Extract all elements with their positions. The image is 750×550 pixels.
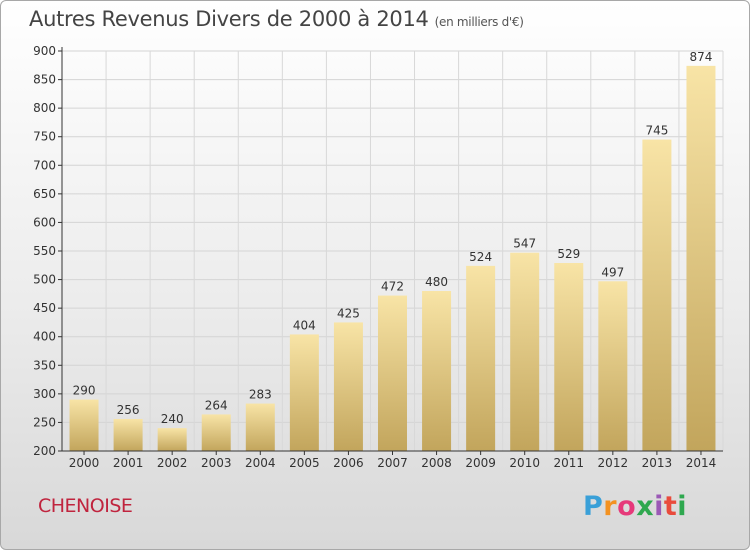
y-tick-label: 350	[33, 358, 56, 372]
x-tick-label: 2009	[465, 456, 496, 470]
y-tick-label: 250	[33, 415, 56, 429]
bar	[69, 399, 99, 451]
data-label: 472	[381, 280, 404, 294]
bar	[201, 414, 231, 451]
y-tick-label: 550	[33, 244, 56, 258]
town-name: CHENOISE	[38, 495, 133, 517]
data-label: 264	[205, 398, 228, 412]
x-tick-label: 2001	[113, 456, 144, 470]
bar	[245, 403, 275, 451]
x-tick-label: 2010	[509, 456, 540, 470]
y-tick-label: 600	[33, 215, 56, 229]
x-tick-label: 2006	[333, 456, 364, 470]
data-label: 290	[73, 384, 96, 398]
y-tick-label: 750	[33, 130, 56, 144]
data-label: 283	[249, 388, 272, 402]
chart-title-unit: (en milliers d'€)	[434, 15, 524, 29]
x-tick-label: 2005	[289, 456, 320, 470]
x-tick-label: 2007	[377, 456, 408, 470]
y-tick-label: 400	[33, 330, 56, 344]
y-tick-label: 200	[33, 444, 56, 458]
bar	[289, 334, 319, 451]
bar	[378, 295, 407, 451]
data-label: 547	[513, 237, 536, 251]
bar	[113, 419, 143, 451]
data-label: 425	[337, 306, 360, 320]
y-tick-label: 850	[33, 73, 56, 87]
x-tick-label: 2011	[553, 456, 584, 470]
bar	[598, 281, 628, 451]
x-tick-label: 2003	[201, 456, 232, 470]
data-label: 256	[117, 403, 140, 417]
bar	[422, 291, 452, 451]
y-tick-label: 900	[33, 44, 56, 58]
bar	[466, 265, 496, 451]
data-label: 529	[557, 247, 580, 261]
y-tick-label: 500	[33, 273, 56, 287]
x-tick-label: 2004	[245, 456, 276, 470]
chart-title-text: Autres Revenus Divers de 2000 à 2014	[29, 7, 429, 31]
y-tick-label: 700	[33, 158, 56, 172]
proxiti-logo: Proxiti	[583, 491, 688, 522]
data-label: 480	[425, 275, 448, 289]
data-label: 497	[601, 265, 624, 279]
data-label: 874	[690, 50, 713, 64]
chart-title: Autres Revenus Divers de 2000 à 2014 (en …	[29, 7, 524, 31]
data-label: 745	[645, 124, 668, 138]
data-label: 524	[469, 250, 492, 264]
data-label: 404	[293, 318, 316, 332]
bar	[642, 139, 672, 452]
x-tick-label: 2014	[686, 456, 717, 470]
data-label: 240	[161, 412, 184, 426]
bar	[157, 428, 187, 451]
bars: 290 256 240 264 283 404 425 472 480 524 547 529 497 7…	[69, 50, 716, 452]
x-tick-label: 2002	[157, 456, 188, 470]
bar	[333, 322, 363, 451]
axes: 200 250 300 350 400 450 500 550 600 650 700 750 800 8…	[33, 44, 723, 470]
bar	[554, 263, 584, 451]
y-tick-label: 650	[33, 187, 56, 201]
y-tick-label: 300	[33, 387, 56, 401]
x-tick-label: 2013	[642, 456, 673, 470]
bar	[686, 65, 716, 451]
y-tick-label: 800	[33, 101, 56, 115]
y-tick-label: 450	[33, 301, 56, 315]
x-tick-label: 2012	[598, 456, 629, 470]
bar	[510, 252, 540, 451]
x-tick-label: 2000	[69, 456, 100, 470]
x-tick-label: 2008	[421, 456, 452, 470]
